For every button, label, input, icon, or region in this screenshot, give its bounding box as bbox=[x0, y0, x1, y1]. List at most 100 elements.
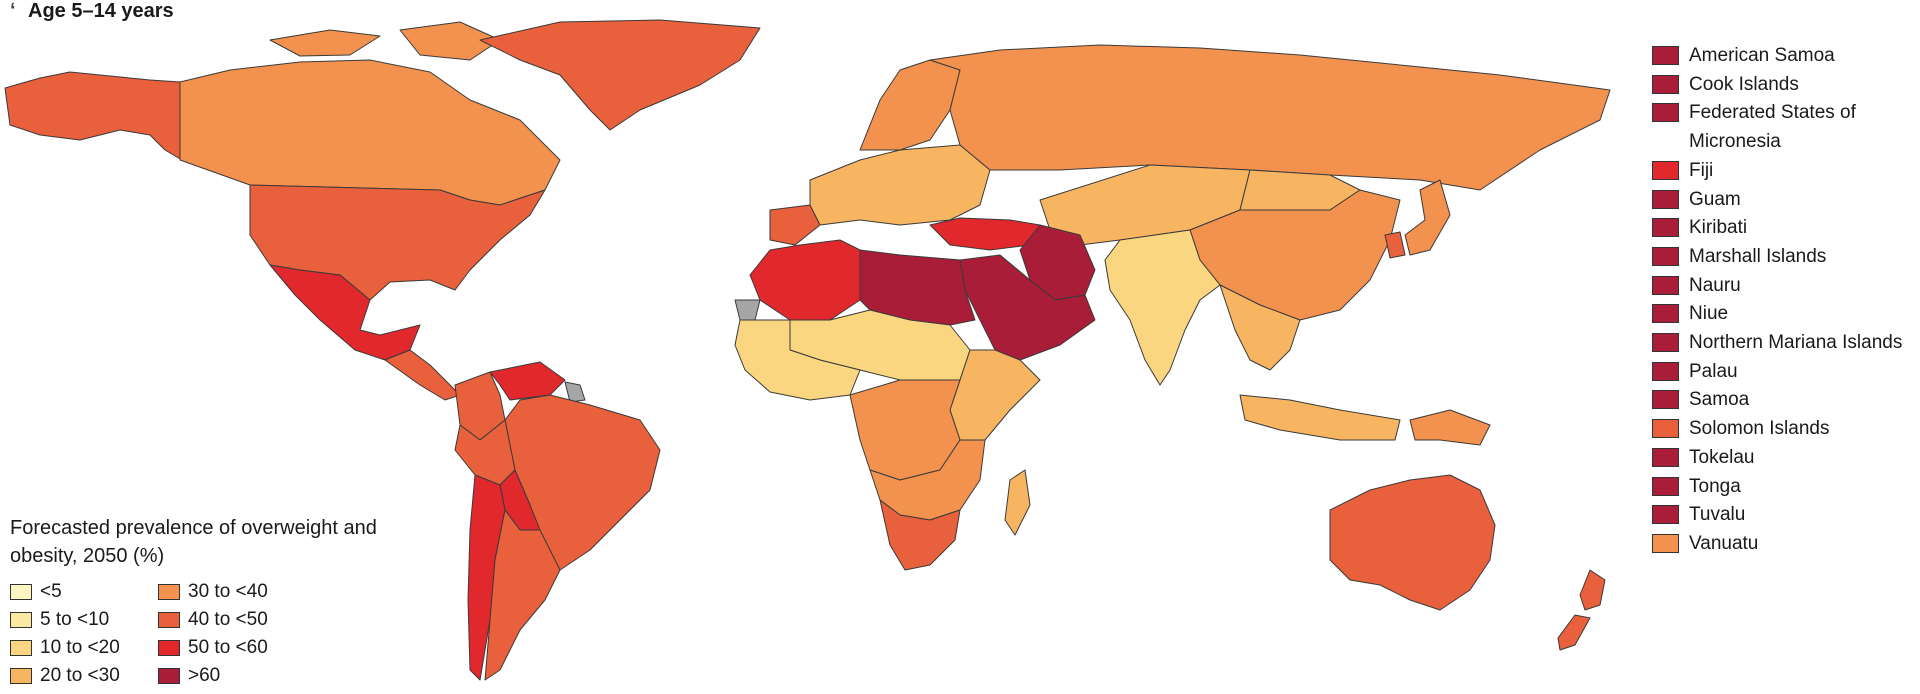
legend-swatch bbox=[10, 612, 32, 628]
region-western-sahara bbox=[734, 299, 761, 321]
island-legend: American Samoa Cook Islands Federated Stat… bbox=[1652, 42, 1920, 559]
region-new-zealand bbox=[1557, 614, 1591, 651]
island-name: Cook Islands bbox=[1689, 73, 1799, 95]
region-argentina bbox=[484, 509, 561, 681]
island-swatch bbox=[1652, 533, 1679, 553]
legend-item: 20 to <30 bbox=[10, 662, 158, 690]
island-swatch bbox=[1652, 160, 1679, 180]
legend-label: 50 to <60 bbox=[188, 637, 268, 658]
legend-swatch bbox=[10, 640, 32, 656]
island-name: Tuvalu bbox=[1689, 504, 1746, 526]
region-alaska bbox=[4, 71, 183, 161]
island-legend-item: Tokelau bbox=[1652, 444, 1920, 473]
legend-item: 50 to <60 bbox=[158, 634, 328, 662]
island-name: Federated States of Micronesia bbox=[1689, 102, 1856, 153]
region-scandinavia bbox=[859, 59, 961, 151]
island-name: Tokelau bbox=[1689, 446, 1755, 468]
legend-label: 30 to <40 bbox=[188, 581, 268, 602]
region-arabia bbox=[959, 254, 1096, 361]
island-legend-item: Marshall Islands bbox=[1652, 243, 1920, 272]
legend-title: Forecasted prevalence of overweight and … bbox=[10, 517, 377, 567]
map-regions bbox=[4, 19, 1611, 681]
region-south-africa bbox=[879, 499, 961, 571]
region-europe bbox=[809, 144, 991, 226]
legend-item: 10 to <20 bbox=[10, 634, 158, 662]
island-swatch bbox=[1652, 361, 1679, 381]
island-swatch bbox=[1652, 46, 1679, 65]
island-name: Samoa bbox=[1689, 389, 1750, 411]
region-libya-egypt bbox=[859, 249, 976, 326]
island-name: Kiribati bbox=[1689, 217, 1748, 239]
legend-item: 30 to <40 bbox=[158, 578, 328, 606]
island-swatch bbox=[1652, 189, 1679, 209]
region-india bbox=[1104, 229, 1221, 386]
island-swatch bbox=[1652, 218, 1679, 238]
island-swatch bbox=[1652, 505, 1679, 525]
region-madagascar bbox=[1004, 469, 1031, 536]
region-canada bbox=[269, 29, 381, 57]
island-legend-item: Kiribati bbox=[1652, 214, 1920, 243]
region-north-africa-west bbox=[749, 239, 861, 321]
island-legend-item: Solomon Islands bbox=[1652, 415, 1920, 444]
legend-swatch bbox=[10, 584, 32, 600]
panel-title: ʻ Age 5–14 years bbox=[10, 0, 174, 23]
island-legend-item: Samoa bbox=[1652, 386, 1920, 415]
island-swatch bbox=[1652, 304, 1679, 324]
island-legend-item: Fiji bbox=[1652, 157, 1920, 186]
island-name: Vanuatu bbox=[1689, 532, 1759, 554]
legend-swatch bbox=[158, 584, 180, 600]
region-indonesia bbox=[1239, 394, 1401, 441]
legend-item: <5 bbox=[10, 578, 158, 606]
island-legend-item: Federated States of Micronesia bbox=[1652, 99, 1920, 156]
island-swatch bbox=[1652, 447, 1679, 467]
island-name: Niue bbox=[1689, 303, 1729, 325]
island-swatch bbox=[1652, 476, 1679, 496]
region-iberia bbox=[769, 204, 821, 246]
region-canada bbox=[399, 21, 501, 61]
island-name: Northern Mariana Islands bbox=[1689, 332, 1903, 354]
region-australia bbox=[1329, 474, 1496, 611]
legend-swatch bbox=[10, 668, 32, 684]
legend-item: 40 to <50 bbox=[158, 606, 328, 634]
legend-label: 5 to <10 bbox=[40, 609, 110, 630]
island-name: Palau bbox=[1689, 360, 1738, 382]
legend-item: 5 to <10 bbox=[10, 606, 158, 634]
island-name: American Samoa bbox=[1689, 45, 1835, 66]
region-japan bbox=[1404, 179, 1451, 256]
island-name: Fiji bbox=[1689, 159, 1714, 181]
island-name: Tonga bbox=[1689, 475, 1741, 497]
legend-label: <5 bbox=[40, 581, 62, 602]
panel-title-text: Age 5–14 years bbox=[28, 0, 174, 22]
region-guiana bbox=[564, 381, 586, 403]
island-legend-item: Tonga bbox=[1652, 473, 1920, 502]
region-new-zealand bbox=[1579, 569, 1606, 611]
island-name: Nauru bbox=[1689, 274, 1741, 296]
region-central-america bbox=[384, 349, 461, 401]
region-russia bbox=[929, 44, 1611, 191]
panel-marker: ʻ bbox=[10, 0, 16, 22]
legend-swatch bbox=[158, 668, 180, 684]
island-swatch bbox=[1652, 390, 1679, 410]
island-name: Guam bbox=[1689, 188, 1741, 210]
island-swatch bbox=[1652, 333, 1679, 353]
region-venezuela bbox=[489, 361, 566, 401]
legend-label: >60 bbox=[188, 665, 221, 686]
region-canada bbox=[179, 59, 561, 206]
island-name: Marshall Islands bbox=[1689, 245, 1827, 267]
island-legend-item: Guam bbox=[1652, 186, 1920, 215]
legend-swatch bbox=[158, 612, 180, 628]
island-swatch bbox=[1652, 275, 1679, 295]
legend-label: 40 to <50 bbox=[188, 609, 268, 630]
island-swatch bbox=[1652, 419, 1679, 439]
legend-item: >60 bbox=[158, 662, 328, 690]
region-papua bbox=[1409, 409, 1491, 446]
legend: <5 5 to <10 10 to <20 20 to <30 30 to <40 40 … bbox=[10, 578, 328, 690]
region-korea bbox=[1384, 231, 1406, 259]
island-legend-item: Nauru bbox=[1652, 272, 1920, 301]
island-swatch bbox=[1652, 246, 1679, 266]
island-legend-item: Vanuatu bbox=[1652, 530, 1920, 559]
island-swatch bbox=[1652, 103, 1679, 123]
legend-label: 20 to <30 bbox=[40, 665, 120, 686]
